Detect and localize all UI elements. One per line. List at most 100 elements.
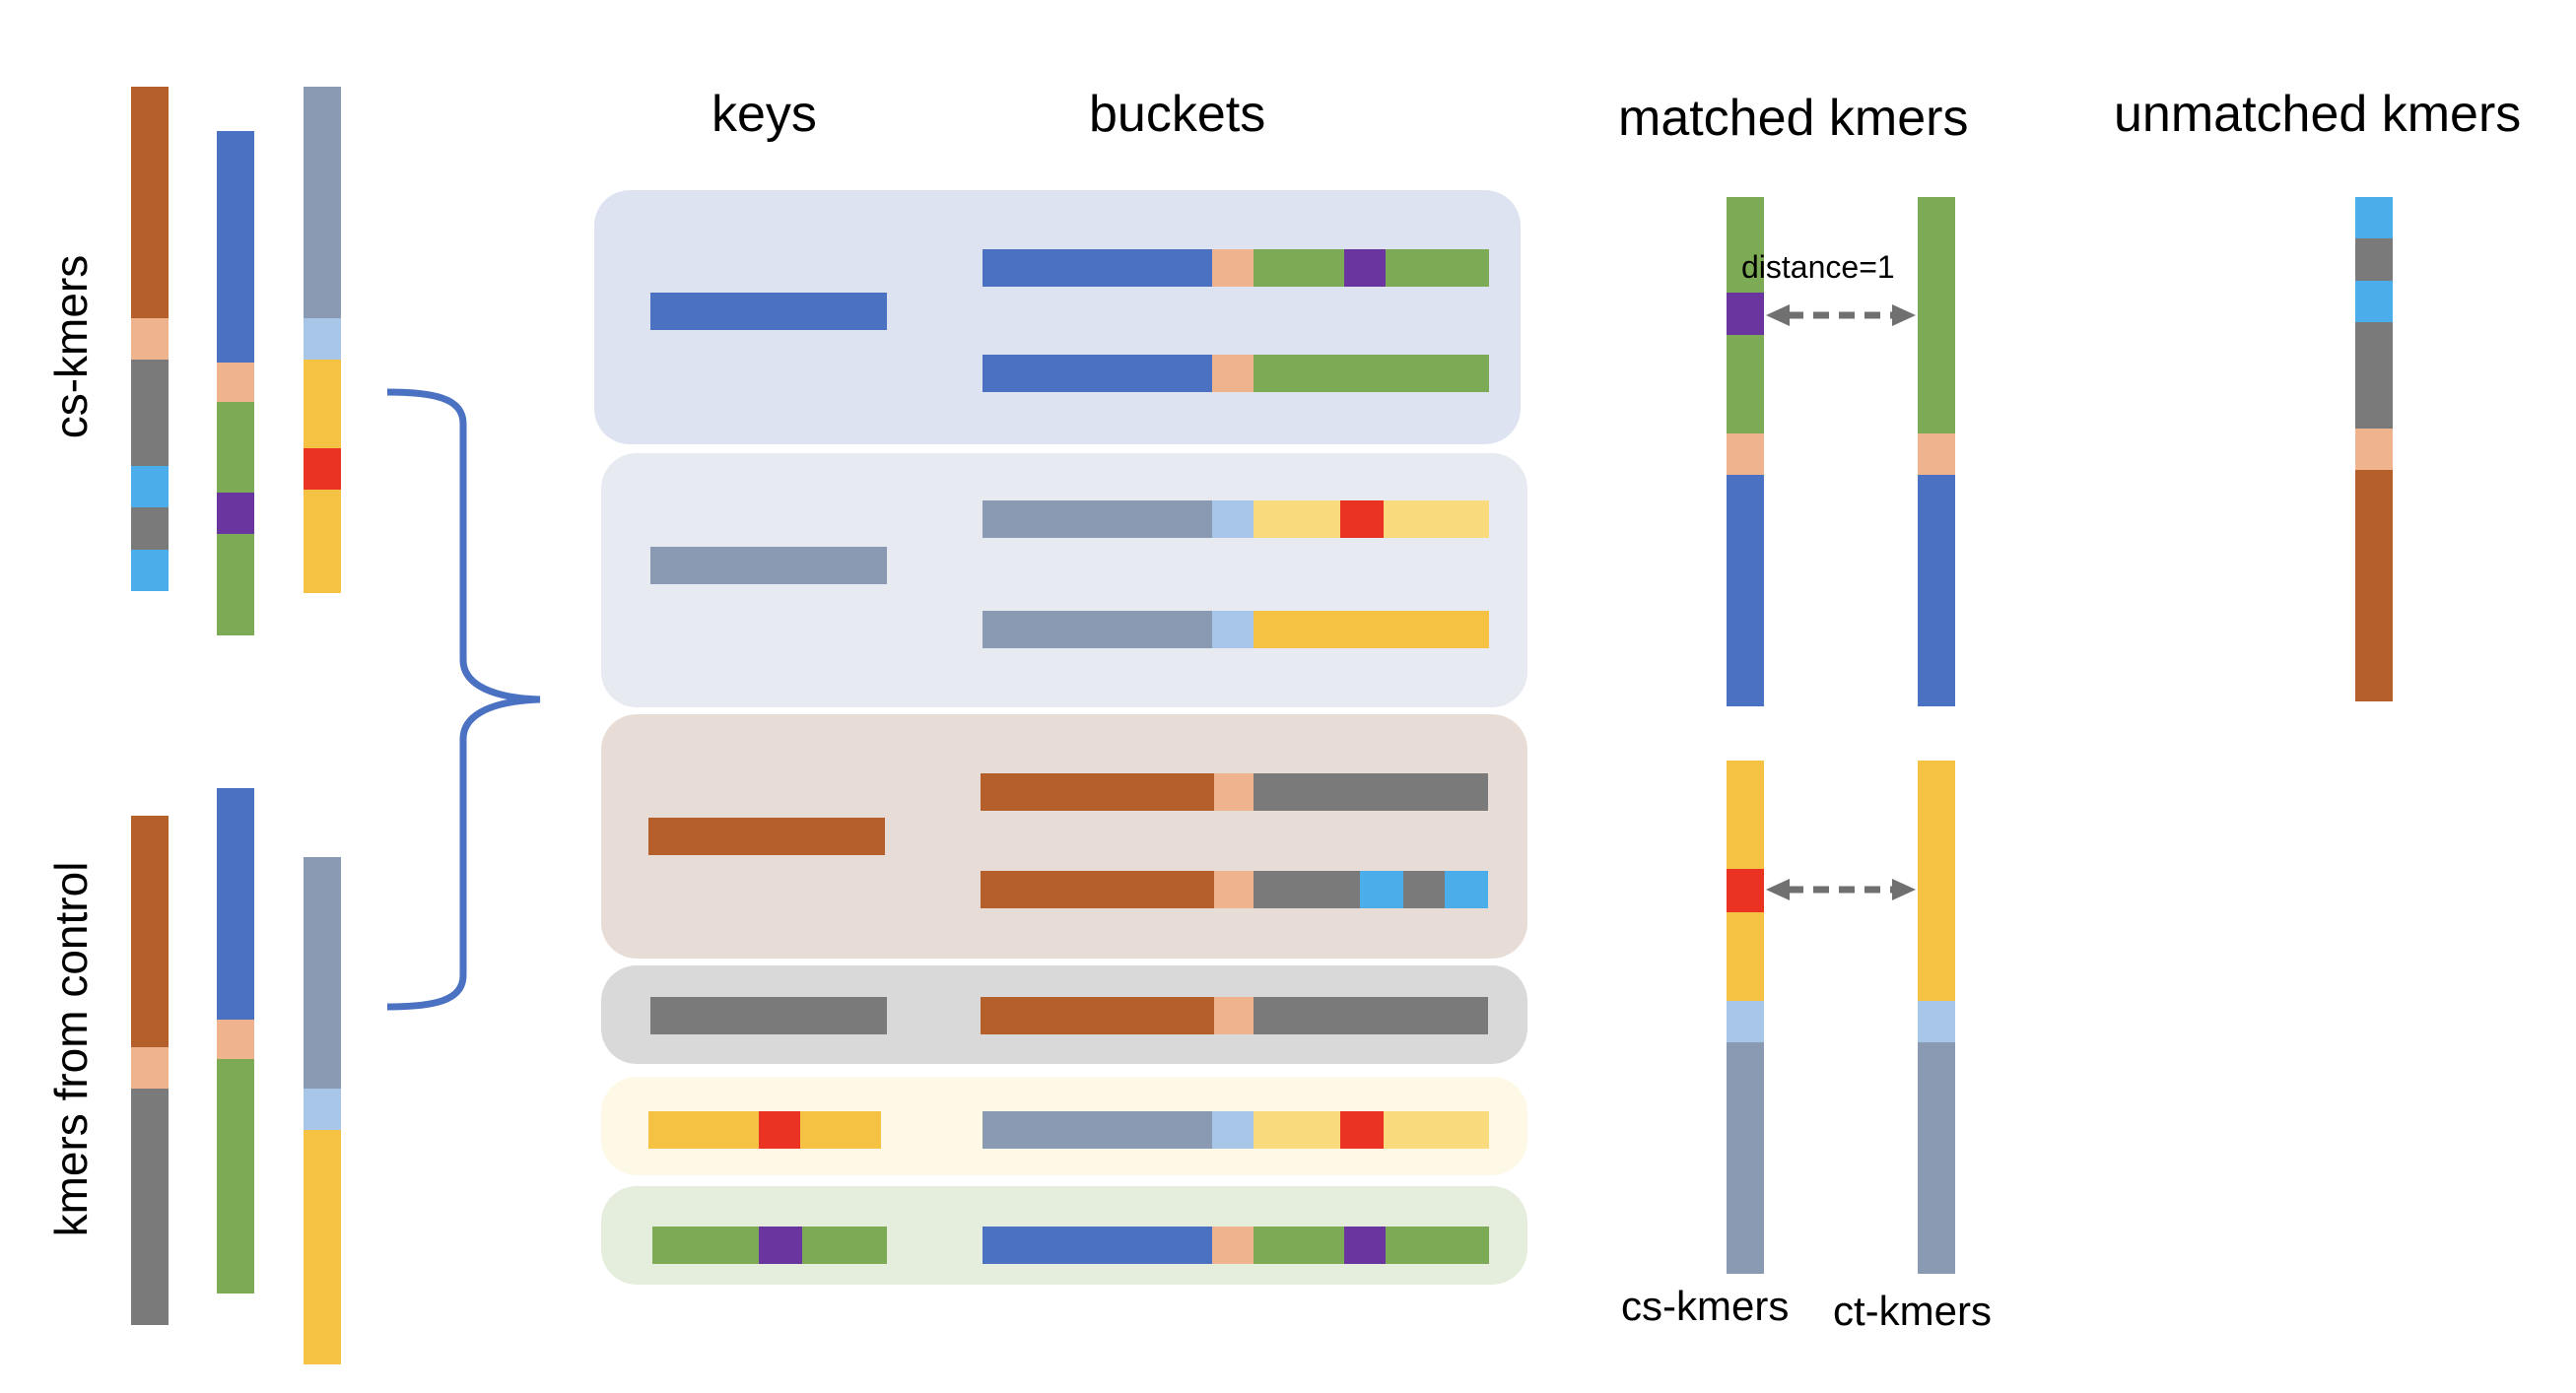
kmer-segment-paleyellow [1254, 1111, 1340, 1149]
kmer-segment-green [1918, 197, 1955, 433]
bucket-entry-brown-1 [981, 773, 1488, 811]
kmer-segment-lightblue [1212, 1111, 1254, 1149]
kmer-segment-peach [217, 363, 254, 402]
control-kmer-3 [304, 857, 341, 1364]
matched-ct-kmer-2 [1918, 761, 1955, 1274]
matched-cs-kmer-1 [1727, 197, 1764, 706]
kmer-segment-yellow [1254, 611, 1489, 648]
kmer-segment-gray [1254, 773, 1488, 811]
kmer-segment-brown [648, 818, 885, 855]
kmer-segment-green [1254, 355, 1489, 392]
bucket-entry-grayblue-1 [983, 500, 1489, 538]
kmer-segment-blue [217, 788, 254, 1020]
kmer-segment-brown [2355, 470, 2393, 701]
kmer-segment-red [1727, 869, 1764, 912]
key-blue [650, 293, 887, 330]
kmer-segment-blue [650, 293, 887, 330]
kmer-segment-grayblue [1727, 1042, 1764, 1274]
kmer-segment-blue [1918, 475, 1955, 706]
distance-arrow-2 [1766, 879, 1916, 900]
key-grayblue [650, 547, 887, 584]
kmer-segment-yellow [648, 1111, 759, 1149]
matched-ct-kmer-1 [1918, 197, 1955, 706]
kmer-segment-yellow [1727, 761, 1764, 869]
kmer-segment-grayblue [304, 857, 341, 1089]
kmer-segment-green [1727, 197, 1764, 293]
kmer-segment-blue [983, 1227, 1212, 1264]
kmer-segment-peach [131, 318, 169, 360]
kmer-segment-skyblue [1360, 871, 1403, 908]
control-kmer-1 [131, 816, 169, 1325]
kmer-segment-peach [1212, 249, 1254, 287]
arrow-head-left [1766, 304, 1790, 326]
kmer-segment-red [759, 1111, 800, 1149]
kmer-segment-yellow [304, 490, 341, 593]
kmer-segment-peach [1212, 1227, 1254, 1264]
cs-kmer-3 [304, 87, 341, 593]
kmer-segment-gray [131, 1089, 169, 1325]
kmer-segment-gray [2355, 322, 2393, 429]
kmer-segment-green [1386, 249, 1489, 287]
kmer-segment-lightblue [1212, 500, 1254, 538]
arrow-head-right [1892, 304, 1916, 326]
control-kmer-2 [217, 788, 254, 1294]
matched-kmers-header: matched kmers [1618, 90, 1969, 147]
kmer-segment-purple [1344, 1227, 1386, 1264]
unmatched-kmers-header: unmatched kmers [2114, 86, 2522, 143]
kmer-segment-yellow [304, 1130, 341, 1364]
kmer-segment-gray [131, 360, 169, 466]
unmatched-kmer [2355, 197, 2393, 701]
kmer-segment-grayblue [983, 500, 1212, 538]
bucket-entry-yellow-1 [983, 1111, 1489, 1149]
key-yellow [648, 1111, 881, 1149]
kmer-segment-blue [983, 249, 1212, 287]
kmer-segment-lightblue [1212, 611, 1254, 648]
kmer-segment-lightblue [1727, 1001, 1764, 1042]
kmer-segment-yellow [1918, 761, 1955, 1001]
kmer-segment-lightblue [304, 318, 341, 360]
arrow-head-right [1892, 879, 1916, 900]
kmer-segment-gray [1403, 871, 1445, 908]
kmer-segment-peach [1212, 355, 1254, 392]
bucket-entry-grayblue-2 [983, 611, 1489, 648]
kmer-segment-green [1254, 249, 1344, 287]
cs-kmers-side-label: cs-kmers [45, 254, 97, 439]
kmer-segment-red [1340, 500, 1384, 538]
ct-kmers-bottom-label: ct-kmers [1833, 1288, 1992, 1334]
kmer-segment-skyblue [2355, 197, 2393, 238]
kmer-segment-blue [217, 131, 254, 363]
bucket-entry-brown-2 [981, 871, 1488, 908]
bucket-entry-green-1 [983, 1227, 1489, 1264]
cs-kmers-bottom-label: cs-kmers [1621, 1283, 1790, 1329]
kmer-segment-green [217, 402, 254, 493]
kmer-segment-blue [1727, 475, 1764, 706]
kmer-segment-gray [131, 507, 169, 550]
kmer-segment-yellow [800, 1111, 881, 1149]
kmer-segment-peach [1727, 433, 1764, 475]
kmer-segment-paleyellow [1384, 500, 1489, 538]
kmer-segment-purple [759, 1227, 802, 1264]
matched-cs-kmer-2 [1727, 761, 1764, 1274]
kmer-segment-grayblue [983, 1111, 1212, 1149]
kmer-segment-peach [217, 1020, 254, 1059]
kmer-segment-red [304, 448, 341, 490]
arrow-head-left [1766, 879, 1790, 900]
kmer-segment-brown [981, 871, 1214, 908]
kmer-segment-green [802, 1227, 887, 1264]
kmer-segment-brown [981, 773, 1214, 811]
bucket-entry-blue-2 [983, 355, 1489, 392]
kmer-segment-green [652, 1227, 759, 1264]
kmer-segment-grayblue [650, 547, 887, 584]
keys-header: keys [712, 86, 817, 143]
bucket-entry-gray-1 [981, 997, 1488, 1034]
kmer-segment-peach [131, 1047, 169, 1089]
key-green [652, 1227, 887, 1264]
kmer-segment-gray [2355, 238, 2393, 281]
kmer-segment-gray [650, 997, 887, 1034]
key-gray [650, 997, 887, 1034]
kmer-segment-grayblue [1918, 1042, 1955, 1274]
kmer-segment-peach [2355, 429, 2393, 470]
kmer-segment-yellow [1727, 912, 1764, 1001]
